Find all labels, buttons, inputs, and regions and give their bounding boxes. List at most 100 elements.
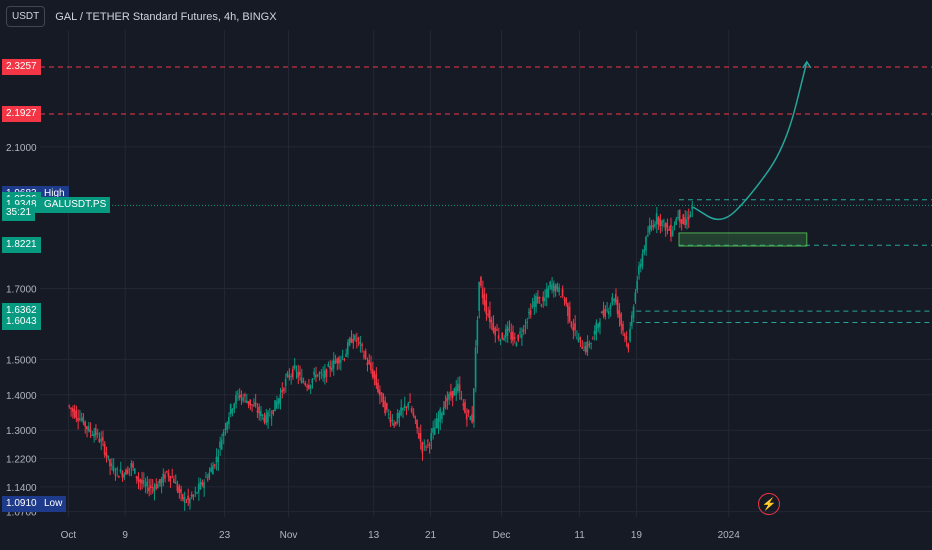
candle-body (483, 294, 486, 306)
candle-body (458, 384, 461, 392)
candle-body (474, 347, 477, 388)
candle-body (623, 333, 626, 337)
candle-body (542, 296, 544, 302)
candle-body (157, 483, 159, 489)
chart-title: GAL / TETHER Standard Futures, 4h, BINGX (55, 10, 277, 23)
candle-body (354, 335, 356, 340)
lightning-icon[interactable]: ⚡ (758, 493, 780, 515)
y-tick-label: 1.0700 (6, 508, 37, 519)
candle-body (283, 388, 285, 392)
candle-body (579, 336, 582, 340)
x-tick-label: Dec (493, 530, 511, 541)
candle-body (275, 401, 278, 409)
candle-body (490, 319, 493, 323)
candle-body (519, 331, 521, 334)
candle-body (160, 479, 163, 487)
candle-body (494, 327, 496, 336)
candle-body (139, 479, 141, 483)
candle-body (295, 370, 298, 372)
candle-body (416, 419, 418, 429)
candle-body (86, 426, 88, 430)
candle-body (224, 428, 227, 430)
candle-body (162, 473, 164, 483)
candle-body (638, 266, 640, 275)
candle-body (277, 398, 280, 405)
candle-body (441, 412, 443, 419)
candle-body (691, 206, 693, 210)
candle-body (222, 431, 225, 436)
y-tick-label: 1.4000 (6, 391, 37, 402)
candle-body (680, 219, 683, 224)
candle-body (348, 338, 351, 346)
candle-body (504, 329, 507, 338)
candle-body (682, 214, 685, 224)
candle-body (529, 310, 532, 315)
candle-body (602, 309, 605, 316)
candle-body (670, 224, 672, 237)
candle-body (657, 217, 660, 225)
candle-body (350, 337, 353, 343)
candle-body (499, 339, 502, 341)
candle-body (327, 363, 330, 367)
x-tick-label: 23 (219, 530, 231, 541)
candle-body (391, 420, 393, 422)
candle-body (229, 404, 232, 414)
candle-body (570, 322, 573, 328)
candle-body (318, 372, 321, 374)
candle-body (171, 476, 173, 478)
candle-body (449, 392, 452, 396)
candle-body (228, 416, 230, 425)
projection-arrow (692, 61, 808, 221)
candle-body (357, 337, 360, 340)
candle-body (538, 296, 541, 299)
candle-body (545, 289, 548, 298)
candle-body (279, 394, 282, 404)
candle-body (102, 437, 104, 441)
candle-body (300, 377, 303, 383)
x-tick-label: 13 (368, 530, 380, 541)
candle-body (89, 429, 92, 433)
candle-body (448, 393, 450, 400)
candle-body (210, 467, 212, 472)
candle-body (114, 474, 117, 476)
y-tick-label: 1.5000 (6, 355, 37, 366)
candle-body (119, 469, 122, 473)
candle-body (329, 366, 331, 369)
candle-body (632, 306, 635, 318)
candle-body (433, 427, 436, 435)
candle-body (421, 442, 424, 453)
candle-body (158, 479, 161, 484)
candle-body (130, 463, 133, 468)
candle-body (540, 304, 543, 306)
candle-body (345, 353, 347, 357)
candle-body (574, 323, 576, 331)
candle-body (382, 394, 385, 408)
candle-body (646, 235, 649, 237)
candle-body (70, 407, 72, 409)
candle-body (137, 476, 140, 482)
candle-body (293, 364, 296, 369)
candle-body (668, 229, 670, 231)
candle-body (439, 409, 441, 423)
currency-button[interactable]: USDT (6, 6, 46, 27)
candle-body (480, 277, 482, 286)
candle-body (201, 481, 204, 486)
candle-body (407, 403, 409, 408)
candle-body (254, 402, 257, 406)
candle-body (199, 482, 202, 490)
candle-body (155, 484, 157, 489)
candle-body (291, 368, 294, 378)
price-tag-note: Low (40, 496, 67, 513)
candle-body (258, 406, 260, 414)
candle-body (196, 492, 198, 494)
candle-body (116, 468, 118, 470)
arrow-head-icon (802, 60, 812, 69)
candle-body (286, 372, 289, 377)
candle-body (375, 374, 377, 386)
candle-body (251, 404, 253, 406)
candle-body (629, 328, 631, 341)
candle-body (559, 296, 562, 298)
candle-body (144, 484, 147, 486)
candle-body (176, 483, 179, 492)
